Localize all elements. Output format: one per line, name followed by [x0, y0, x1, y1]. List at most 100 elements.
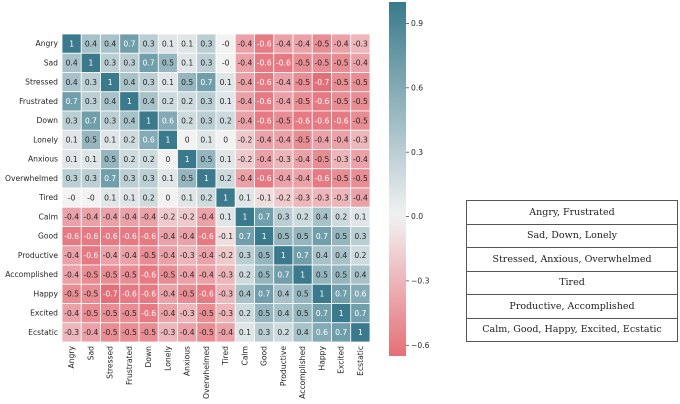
cell-value-label: 0.2 — [297, 213, 309, 222]
cell-value-label: -0.4 — [295, 155, 310, 164]
cell-value-label: 1 — [281, 251, 286, 260]
cell-value-label: -0.5 — [295, 59, 310, 68]
cell-value-label: -0.2 — [237, 136, 252, 145]
cell-value-label: 0.7 — [85, 116, 97, 125]
cell-value-label: -0.4 — [83, 328, 98, 337]
row-labels: Angry Sad Stressed Frustrated Down Lonely Anxi… — [5, 39, 58, 337]
cell-value-label: 0.3 — [104, 59, 116, 68]
cell-value-label: 0.2 — [181, 116, 193, 125]
cell-value-label: 0.1 — [123, 193, 135, 202]
column-labels: Angry Sad Stressed Frustrated Down Lonely Anxi… — [67, 345, 365, 398]
cell-value-label: -0.4 — [353, 193, 368, 202]
cell-value-label: 0.3 — [143, 39, 155, 48]
cell-value-label: -0.6 — [314, 116, 329, 125]
cell-value-label: -0 — [68, 193, 76, 202]
cell-value-label: 1 — [319, 290, 324, 299]
cell-value-label: -0.6 — [83, 232, 98, 241]
cell-value-label: 0.2 — [239, 270, 251, 279]
cell-value-label: 0.1 — [220, 78, 232, 87]
cell-value-label: -0.4 — [180, 328, 195, 337]
cell-value-label: 1 — [146, 116, 151, 125]
cell-value-label: 0.7 — [143, 59, 155, 68]
cell-value-label: 0.4 — [104, 97, 116, 106]
row-tick-label: Accomplished — [5, 270, 58, 279]
cell-value-label: 1 — [185, 155, 190, 164]
cell-value-label: 0.4 — [104, 39, 116, 48]
cell-value-label: -0 — [87, 193, 95, 202]
cell-value-label: -0.4 — [295, 39, 310, 48]
cell-value-label: 0.4 — [316, 213, 328, 222]
cell-value-label: 0.3 — [143, 78, 155, 87]
cell-value-label: -0.2 — [218, 251, 233, 260]
cell-value-label: 1 — [69, 39, 74, 48]
cell-value-label: 0.5 — [258, 270, 270, 279]
cell-value-label: 0.1 — [162, 39, 174, 48]
cell-value-label: 0.4 — [85, 39, 97, 48]
table-row: Sad, Down, Lonely — [466, 223, 678, 248]
cell-value-label: 1 — [339, 309, 344, 318]
cell-value-label: 0.1 — [181, 39, 193, 48]
cell-value-label: 0.3 — [104, 116, 116, 125]
cell-value-label: -0.6 — [257, 174, 272, 183]
column-tick-label: Calm — [240, 346, 249, 365]
cell-value-label: 1 — [358, 328, 363, 337]
cell-value-label: -0.6 — [141, 232, 156, 241]
cell-value-label: 0.4 — [123, 116, 135, 125]
column-tick-label: Productive — [279, 346, 288, 386]
cell-value-label: 0.5 — [297, 290, 309, 299]
cell-value-label: -0.5 — [83, 270, 98, 279]
cell-value-label: 0.3 — [200, 59, 212, 68]
cell-value-label: -0.3 — [218, 270, 233, 279]
cell-value-label: -0 — [222, 59, 230, 68]
column-tick-label: Stressed — [106, 346, 115, 379]
cell-value-label: 0.5 — [258, 251, 270, 260]
cell-value-label: -0.4 — [334, 39, 349, 48]
cell-value-label: 0.2 — [354, 251, 366, 260]
cell-value-label: -0.4 — [64, 309, 79, 318]
cell-value-label: 0.4 — [354, 270, 366, 279]
cell-value-label: 0.7 — [316, 232, 328, 241]
cell-value-label: 0.7 — [239, 232, 251, 241]
column-tick-label: Angry — [67, 346, 76, 369]
cell-value-label: -0.5 — [353, 174, 368, 183]
row-tick-label: Frustrated — [19, 97, 58, 106]
cell-value-label: 0.2 — [220, 116, 232, 125]
cell-value-label: 0.5 — [258, 309, 270, 318]
cell-value-label: -0.5 — [141, 251, 156, 260]
cell-value-label: 0.7 — [316, 309, 328, 318]
cell-value-label: -0.6 — [103, 232, 118, 241]
cell-value-label: 0 — [185, 136, 190, 145]
cell-value-label: 1 — [204, 174, 209, 183]
cell-value-label: 0.1 — [354, 213, 366, 222]
row-tick-label: Good — [38, 232, 58, 241]
cell-value-label: 0.5 — [181, 174, 193, 183]
cell-value-label: 0.4 — [143, 97, 155, 106]
cell-value-label: -0.4 — [83, 213, 98, 222]
cell-value-label: 0.5 — [200, 155, 212, 164]
table-cell: Stressed, Anxious, Overwhelmed — [466, 247, 678, 272]
cell-value-label: 1 — [165, 136, 170, 145]
cell-value-label: -0.5 — [199, 309, 214, 318]
cell-value-label: 0.3 — [200, 116, 212, 125]
cell-value-label: -0.4 — [180, 270, 195, 279]
cell-value-label: -0.4 — [218, 328, 233, 337]
cell-value-label: 1 — [300, 270, 305, 279]
cell-value-label: -0.4 — [353, 59, 368, 68]
column-tick-label: Good — [260, 346, 269, 366]
cell-value-label: -0.6 — [141, 309, 156, 318]
cell-value-label: 0.1 — [220, 155, 232, 164]
cell-value-label: -0.5 — [180, 290, 195, 299]
cell-value-label: 0.1 — [85, 155, 97, 164]
cell-value-label: -0.2 — [276, 193, 291, 202]
cell-value-label: 0.5 — [297, 232, 309, 241]
cell-value-label: 1 — [127, 97, 132, 106]
cell-value-label: 0 — [223, 136, 228, 145]
cell-value-label: -0.5 — [295, 78, 310, 87]
colorbar-tick-label: 0.3 — [411, 148, 423, 157]
cell-value-label: 0.1 — [162, 174, 174, 183]
cell-value-label: -0.3 — [353, 39, 368, 48]
cell-value-label: 0.5 — [297, 309, 309, 318]
cell-value-label: 0.4 — [297, 328, 309, 337]
cell-value-label: -0.3 — [334, 193, 349, 202]
cell-value-label: -0.2 — [160, 213, 175, 222]
